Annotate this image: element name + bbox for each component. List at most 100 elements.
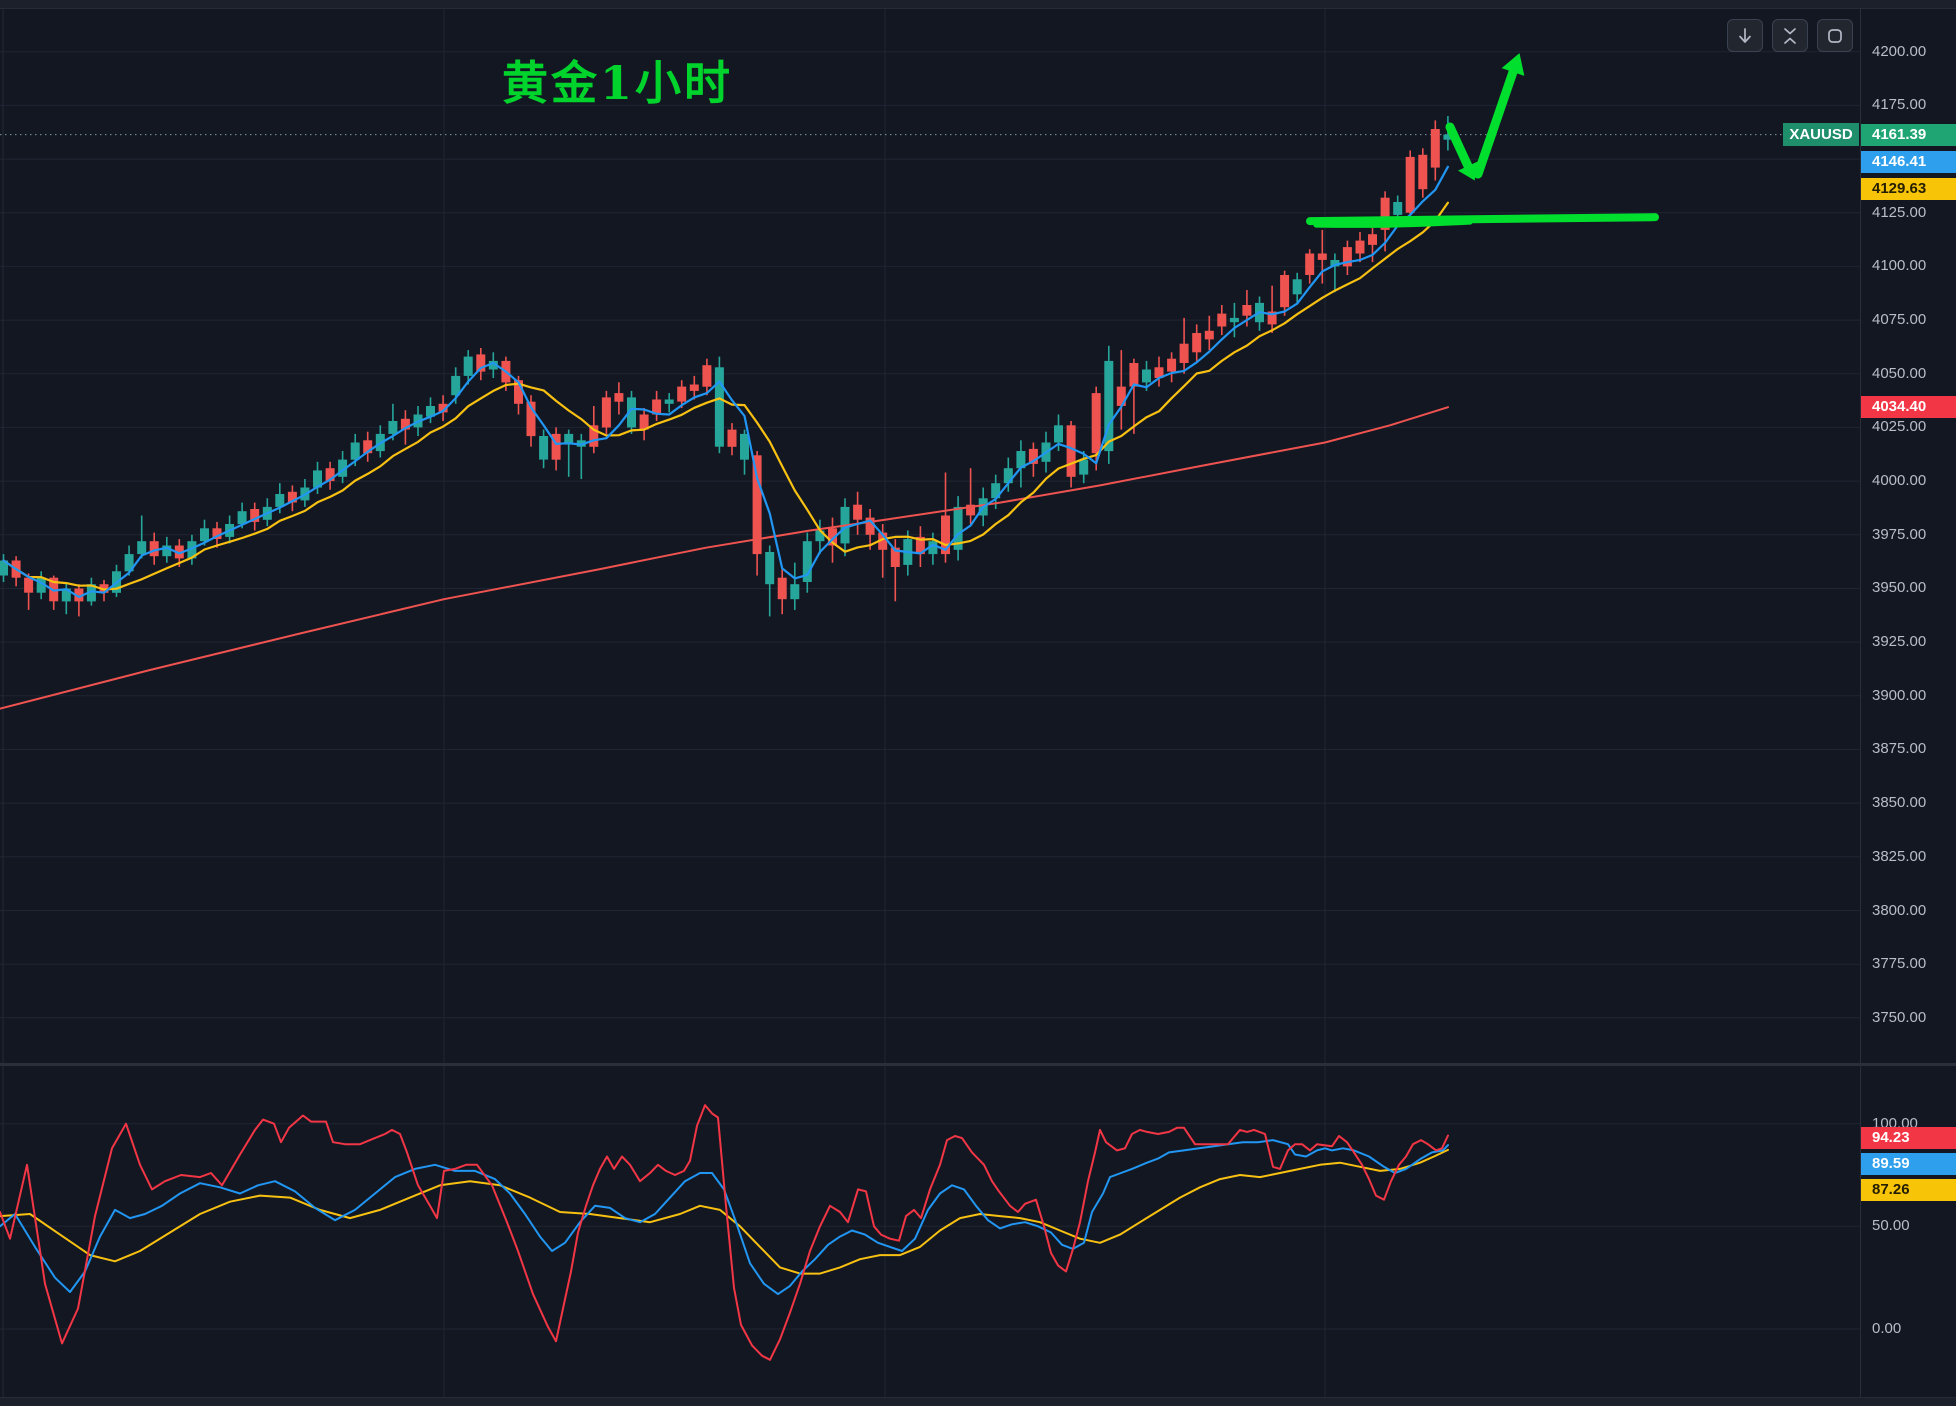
bearish-candle xyxy=(915,536,925,555)
bullish-candle xyxy=(1443,134,1453,140)
bearish-candle xyxy=(1242,305,1252,316)
pane-divider[interactable] xyxy=(0,1063,1956,1066)
bearish-candle xyxy=(476,354,486,372)
bullish-candle xyxy=(790,584,800,600)
price-tick-label: 4050.00 xyxy=(1872,364,1927,382)
bearish-candle xyxy=(287,491,297,503)
bullish-candle xyxy=(350,442,360,460)
bullish-candle xyxy=(1330,260,1340,267)
bullish-candle xyxy=(928,541,938,555)
price-tick-label: 3775.00 xyxy=(1872,955,1927,973)
bearish-candle xyxy=(1317,253,1327,260)
bearish-candle xyxy=(551,433,561,460)
bearish-candle xyxy=(438,403,448,413)
up-arrow-annotation-head xyxy=(1501,53,1525,76)
bullish-candle xyxy=(86,584,96,602)
ma-fast-badge: 4146.41 xyxy=(1861,150,1956,173)
bearish-candle xyxy=(777,577,787,600)
bearish-candle xyxy=(878,532,888,550)
bullish-candle xyxy=(740,433,749,460)
price-tick-label: 3900.00 xyxy=(1872,686,1927,704)
price-tick-label: 4000.00 xyxy=(1872,472,1927,490)
bullish-candle xyxy=(162,545,172,557)
price-tick-label: 4100.00 xyxy=(1872,257,1927,275)
price-tick-label: 3975.00 xyxy=(1872,525,1927,543)
kdj-d-line xyxy=(0,1148,1449,1275)
bullish-candle xyxy=(664,399,674,404)
bullish-candle xyxy=(137,541,147,555)
chevrons-collapse-icon xyxy=(1784,27,1796,44)
bearish-candle xyxy=(1280,275,1290,308)
bullish-candle xyxy=(1079,459,1089,475)
bullish-candle xyxy=(1393,202,1403,215)
bullish-candle xyxy=(200,528,209,542)
green-annotations[interactable] xyxy=(1306,53,1659,228)
scroll-down-button[interactable] xyxy=(1727,19,1763,52)
bearish-candle xyxy=(1305,253,1315,275)
bullish-candle xyxy=(1016,451,1026,469)
bearish-candle xyxy=(828,528,837,546)
restore-pane-button[interactable] xyxy=(1817,19,1853,52)
kdj-d-badge: 87.26 xyxy=(1861,1178,1956,1201)
bullish-candle xyxy=(451,375,461,396)
bearish-candle xyxy=(174,545,184,559)
bullish-candle xyxy=(1142,369,1151,383)
bearish-candle xyxy=(74,588,84,602)
bullish-candle xyxy=(1229,317,1239,323)
bullish-candle xyxy=(237,511,247,525)
price-tick-label: 3850.00 xyxy=(1872,794,1927,812)
bearish-candle xyxy=(890,547,900,567)
bullish-candle xyxy=(564,433,574,445)
bullish-candle xyxy=(1292,279,1302,295)
bearish-candle xyxy=(1028,448,1038,464)
bearish-candle xyxy=(689,384,699,391)
chart-title-annotation: 黄金1小时 xyxy=(502,56,734,110)
bearish-candle xyxy=(639,414,649,430)
price-tick-label: 4025.00 xyxy=(1872,418,1927,436)
bearish-candle xyxy=(614,393,624,402)
bearish-candle xyxy=(1167,358,1177,372)
top-toolbar-strip xyxy=(0,0,1956,9)
bearish-candle xyxy=(702,365,712,387)
arrow-down-icon xyxy=(1739,27,1751,43)
bullish-candle xyxy=(1054,425,1063,443)
bullish-candle xyxy=(714,367,724,447)
kdj-j-badge: 94.23 xyxy=(1861,1126,1956,1149)
bullish-candle xyxy=(426,406,435,417)
ma-slow-yellow-line xyxy=(2,201,1450,591)
bearish-candle xyxy=(1204,330,1214,340)
bullish-candle xyxy=(36,577,46,593)
bearish-candle xyxy=(1129,363,1139,387)
kdj-k-line xyxy=(0,1139,1449,1296)
candlestick-layer xyxy=(0,116,1453,617)
bullish-candle xyxy=(991,483,1001,499)
price-tick-label: 3800.00 xyxy=(1872,901,1927,919)
bearish-candle xyxy=(1342,247,1352,267)
bearish-candle xyxy=(1380,197,1390,230)
bearish-candle xyxy=(1405,156,1415,213)
maximize-pane-button[interactable] xyxy=(1772,19,1808,52)
bearish-candle xyxy=(526,401,536,437)
bearish-candle xyxy=(652,399,662,415)
up-arrow-annotation xyxy=(1473,67,1518,179)
bullish-candle xyxy=(313,470,322,488)
bullish-candle xyxy=(275,494,285,507)
price-tick-label: 4125.00 xyxy=(1872,203,1927,221)
bullish-candle xyxy=(124,554,134,572)
bearish-candle xyxy=(1066,425,1076,477)
bullish-candle xyxy=(765,552,775,585)
bearish-candle xyxy=(1418,154,1428,190)
pane-button-toolbar xyxy=(1727,19,1853,52)
kdj-oscillator-layer xyxy=(0,1104,1449,1361)
bearish-candle xyxy=(1192,333,1202,353)
ma-fast-blue-line xyxy=(2,165,1450,599)
bullish-candle xyxy=(953,506,963,550)
bearish-candle xyxy=(363,440,373,454)
bullish-candle xyxy=(388,421,398,434)
bullish-candle xyxy=(338,459,348,477)
bearish-candle xyxy=(1355,240,1365,254)
time-axis-strip xyxy=(0,1397,1956,1406)
bearish-candle xyxy=(1154,367,1164,378)
